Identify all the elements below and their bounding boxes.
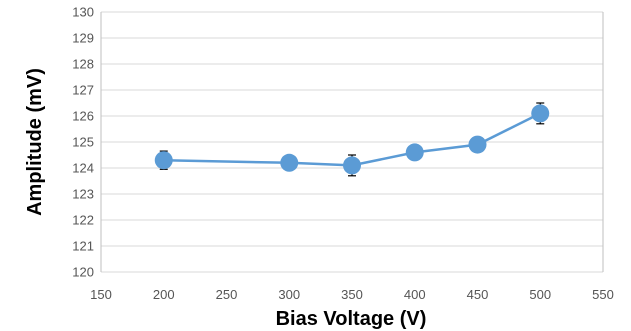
x-axis-title: Bias Voltage (V) (276, 308, 427, 330)
y-tick-labels: 120 121 122 123 124 125 126 127 128 129 130 (72, 5, 94, 280)
data-point (343, 156, 361, 175)
x-tick-label: 200 (153, 287, 175, 302)
x-tick-label: 500 (529, 287, 551, 302)
data-point (531, 104, 550, 123)
y-tick-label: 126 (72, 109, 94, 124)
x-tick-label: 350 (341, 287, 363, 302)
gridlines (101, 11, 603, 273)
y-tick-label: 124 (72, 161, 94, 176)
y-tick-label: 122 (72, 213, 94, 228)
y-axis-title: Amplitude (mV) (24, 68, 46, 216)
series (154, 102, 550, 177)
data-point (405, 143, 424, 162)
data-point (468, 135, 487, 154)
x-tick-label: 450 (467, 287, 489, 302)
y-tick-label: 129 (72, 31, 94, 46)
y-tick-label: 120 (72, 265, 94, 280)
x-tick-label: 300 (278, 287, 300, 302)
x-tick-label: 150 (90, 287, 112, 302)
x-tick-label: 250 (216, 287, 238, 302)
axes (100, 12, 604, 272)
x-tick-labels: 150 200 250 300 350 400 450 500 550 (90, 287, 614, 302)
data-point (154, 151, 173, 170)
y-tick-label: 125 (72, 135, 94, 150)
x-tick-label: 400 (404, 287, 426, 302)
y-tick-label: 123 (72, 187, 94, 202)
y-tick-label: 121 (72, 239, 94, 254)
y-tick-label: 127 (72, 83, 94, 98)
y-tick-label: 130 (72, 5, 94, 20)
x-tick-label: 550 (592, 287, 614, 302)
data-point (280, 153, 299, 172)
y-tick-label: 128 (72, 57, 94, 72)
series-line (163, 112, 541, 167)
